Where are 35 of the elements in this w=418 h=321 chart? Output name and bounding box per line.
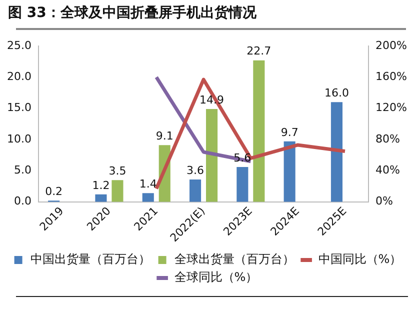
legend-label: 中国出货量（百万台） — [30, 252, 150, 266]
y-tick-label: 15.0 — [6, 101, 32, 114]
y-tick-label: 5.0 — [14, 164, 32, 177]
data-label: 0.2 — [45, 185, 63, 198]
bar — [142, 193, 154, 202]
y2-tick-label: 40% — [376, 164, 400, 177]
bar — [330, 102, 342, 202]
bar — [189, 179, 202, 202]
bar — [236, 166, 248, 202]
bar — [284, 141, 296, 202]
data-label: 16.0 — [324, 86, 349, 100]
bar — [95, 194, 107, 202]
y-tick-label: 10.0 — [6, 132, 32, 146]
data-label: 3.6 — [186, 164, 204, 177]
data-label: 1.4 — [139, 178, 157, 191]
data-label: 9.1 — [156, 130, 174, 143]
data-label: 3.5 — [108, 164, 126, 178]
y2-tick-label: 160% — [376, 70, 408, 84]
y2-tick-label: 80% — [376, 132, 400, 146]
y-tick-label: 25.0 — [6, 38, 32, 52]
legend-label: 全球出货量（百万台） — [174, 252, 294, 266]
bar — [206, 108, 218, 202]
y-tick-label: 20.0 — [6, 70, 32, 84]
chart-title: 图 33：全球及中国折叠屏手机出货情况 — [8, 4, 256, 22]
data-label: 22.7 — [246, 44, 272, 58]
y-tick-label: 0.0 — [14, 194, 32, 208]
legend-label: 中国同比（%） — [318, 252, 402, 266]
bar — [112, 180, 124, 202]
data-label: 1.2 — [92, 178, 110, 192]
legend-label: 全球同比（%） — [174, 270, 258, 284]
y2-tick-label: 0% — [376, 194, 394, 208]
y2-tick-label: 200% — [376, 38, 408, 52]
bar — [253, 60, 265, 202]
data-label: 9.7 — [280, 126, 298, 139]
y2-tick-label: 120% — [376, 101, 408, 114]
